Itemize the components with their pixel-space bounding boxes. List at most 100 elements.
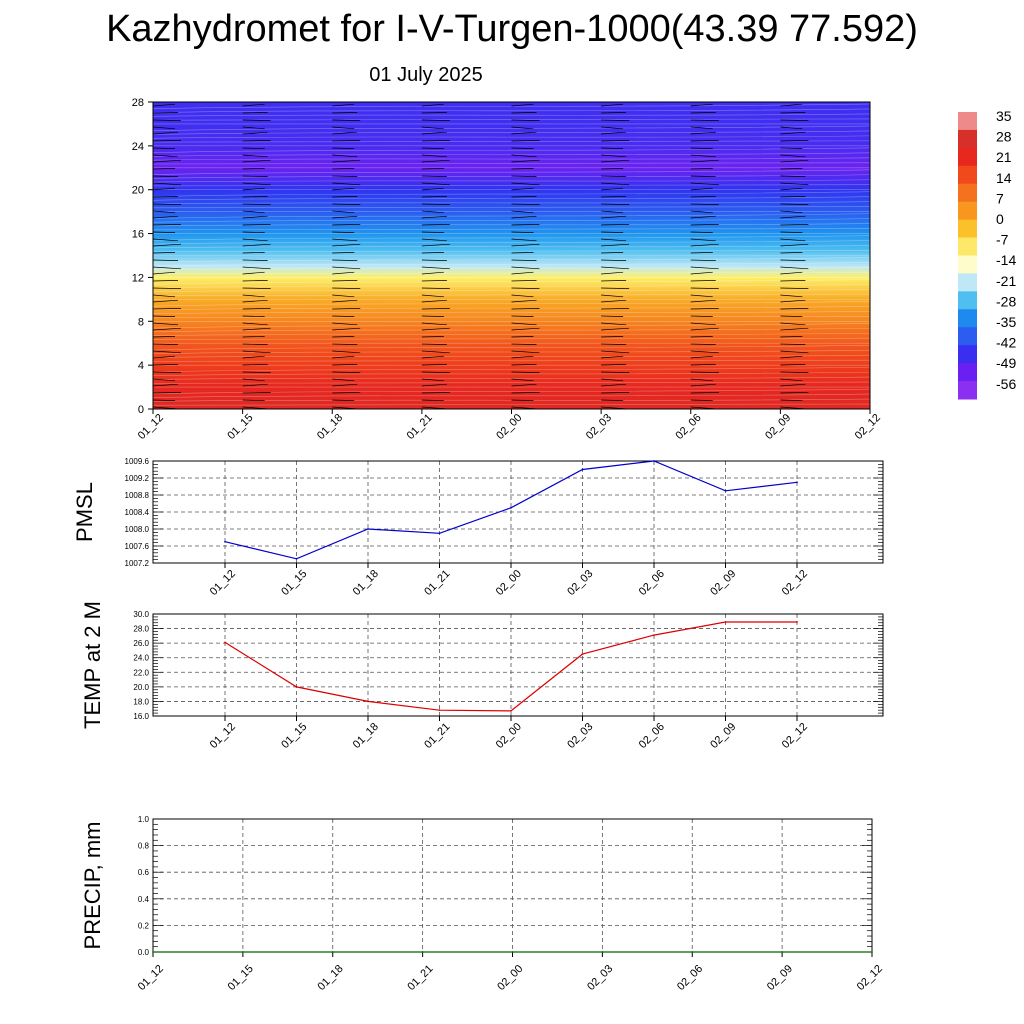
wind-barb	[242, 131, 268, 135]
colorbar-swatch	[958, 147, 977, 167]
isotherm-line	[153, 366, 870, 373]
wind-barb	[421, 308, 450, 310]
wind-barb	[869, 392, 870, 393]
y-tick-label: 0.8	[138, 842, 150, 851]
x-tick-label: 02_03	[565, 721, 595, 751]
wind-barb	[780, 336, 803, 338]
wind-barb	[601, 315, 624, 317]
wind-barb	[332, 383, 358, 387]
wind-barb	[511, 350, 540, 354]
wind-barb	[601, 182, 630, 186]
isotherm-line	[153, 201, 870, 205]
wind-barb	[332, 266, 361, 270]
isotherm-line	[153, 301, 870, 307]
wind-barb	[153, 280, 179, 282]
wind-barb	[153, 308, 182, 310]
wind-barb	[153, 187, 176, 191]
x-tick-label: 01_15	[225, 412, 255, 442]
isotherm-line	[153, 284, 870, 289]
data-point	[581, 653, 584, 655]
x-tick-label: 02_06	[674, 412, 704, 442]
wind-barb	[690, 112, 716, 114]
pmsl-panel: 1007.2 1007.6 1008.0 1008.4 1008.8 1009.2 1009…	[72, 457, 884, 598]
wind-barb	[511, 336, 534, 338]
wind-barb	[690, 371, 719, 373]
wind-barb	[242, 343, 268, 345]
wind-barb	[421, 378, 444, 382]
wind-barb	[511, 187, 534, 191]
isotherm-line	[153, 262, 870, 267]
wind-barb	[153, 215, 179, 219]
x-tick-label: 01_21	[405, 963, 435, 993]
wind-barb	[242, 392, 271, 394]
wind-barb	[869, 133, 870, 134]
y-tick-label: 4	[138, 360, 144, 372]
panel-frame	[152, 460, 884, 564]
wind-barb	[869, 217, 870, 218]
data-point	[241, 951, 244, 953]
wind-barb	[511, 215, 537, 219]
wind-barb	[869, 176, 870, 177]
wind-barb	[511, 182, 540, 186]
colorbar-swatch	[958, 381, 977, 400]
wind-barb	[869, 196, 870, 197]
wind-barb	[601, 103, 624, 107]
wind-barb	[511, 259, 537, 261]
isotherm-line	[153, 108, 870, 113]
data-point	[295, 685, 298, 688]
wind-barb	[780, 168, 803, 170]
wind-barb	[421, 392, 450, 394]
wind-barb	[869, 232, 870, 233]
wind-barb	[869, 385, 870, 386]
x-tick-label: 01_12	[136, 963, 166, 993]
wind-barb	[601, 355, 624, 359]
isotherm-line	[153, 196, 870, 201]
y-tick-label: 18.0	[133, 697, 149, 706]
wind-barb	[242, 196, 268, 198]
wind-barb	[242, 308, 271, 310]
wind-barb	[690, 182, 719, 186]
wind-barb	[869, 288, 870, 289]
wind-barb	[421, 131, 447, 135]
isotherm-line	[153, 245, 870, 249]
wind-barb	[690, 259, 716, 261]
wind-barb	[332, 271, 355, 275]
wind-barb	[690, 294, 713, 298]
wind-barb	[601, 119, 630, 121]
wind-barb	[780, 154, 806, 158]
x-tick-label: 02_09	[708, 721, 738, 751]
wind-barb	[511, 315, 534, 317]
colorbar-swatch	[958, 273, 977, 292]
wind-barb	[511, 266, 540, 270]
wind-barb	[153, 336, 176, 338]
wind-barb	[242, 280, 268, 282]
wind-barb	[511, 224, 540, 226]
wind-barb	[869, 379, 870, 380]
wind-barb	[690, 210, 713, 214]
colorbar-label: -49	[996, 355, 1016, 371]
wind-barb	[869, 168, 870, 169]
wind-barb	[242, 315, 265, 317]
wind-barb	[601, 336, 624, 338]
x-tick-label: 01_15	[279, 568, 309, 598]
wind-barb	[869, 329, 870, 330]
wind-barb	[421, 299, 447, 303]
colorbar-label: -14	[996, 252, 1016, 268]
colorbar-label: -35	[996, 314, 1016, 330]
wind-barb	[601, 252, 624, 254]
isotherm-line	[153, 257, 870, 263]
data-point	[601, 951, 604, 953]
wind-barb	[332, 126, 355, 130]
wind-barb	[601, 392, 630, 394]
wind-barb	[869, 301, 870, 302]
isotherm-line	[153, 125, 870, 132]
isotherm-line	[153, 147, 870, 153]
x-tick-label: 01_21	[422, 568, 452, 598]
wind-barb	[690, 280, 716, 282]
wind-barb	[332, 322, 358, 326]
isotherm-line	[153, 169, 870, 175]
wind-barb	[332, 175, 358, 177]
wind-barb	[511, 112, 537, 114]
wind-barb	[869, 183, 870, 184]
wind-barb	[869, 140, 870, 141]
